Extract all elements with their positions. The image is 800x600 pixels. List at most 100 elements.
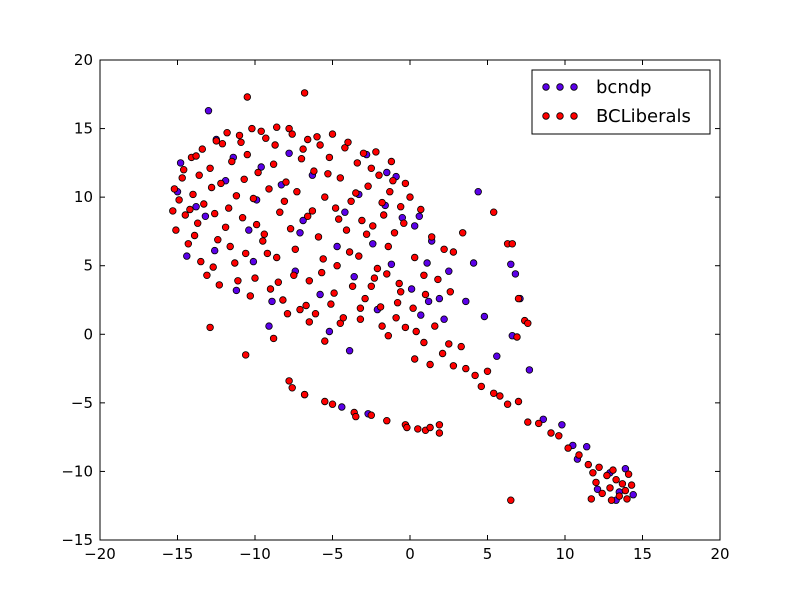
data-point [376,303,385,311]
data-point [393,299,402,307]
x-tick-label: 10 [555,545,574,563]
data-point [243,150,251,159]
data-point [333,242,341,251]
legend-marker [570,112,578,120]
data-point [508,240,516,248]
legend: bcndp BCLiberals [531,69,711,135]
data-point [300,390,309,399]
data-point [615,492,623,500]
data-point [370,274,379,282]
data-point [305,277,313,285]
data-point [356,304,365,312]
data-point [290,271,298,279]
data-point [325,327,334,336]
data-point [424,297,433,306]
data-point [192,152,200,160]
data-point [386,187,394,196]
data-point [224,204,233,212]
data-point [259,237,267,245]
y-tick-label: −10 [61,462,93,480]
data-point [234,277,242,285]
data-point [285,377,293,385]
y-tick-label: −15 [61,531,93,549]
data-point [304,135,312,144]
data-point [375,171,383,179]
data-point [285,149,293,157]
data-point [189,190,197,199]
series-BCLiberals [169,89,636,504]
data-point [269,334,278,343]
data-point [328,400,337,408]
data-point [210,246,219,255]
data-point [316,290,324,299]
data-point [392,314,400,322]
data-point [435,429,444,437]
data-point [440,315,448,323]
data-point [558,421,566,429]
data-point [169,207,177,215]
data-point [524,418,532,426]
data-point [288,384,296,392]
data-point [583,443,591,451]
data-point [210,209,219,218]
data-point [305,318,313,326]
data-point [333,262,341,270]
legend-box [531,69,711,135]
data-point [507,496,515,504]
data-point [411,222,419,230]
data-point [269,160,278,168]
data-point [373,264,382,273]
data-point [387,157,396,166]
data-point [344,138,352,146]
data-point [296,229,304,237]
data-point [417,311,425,319]
data-point [200,200,208,208]
data-point [352,189,360,197]
data-point [249,257,258,266]
data-point [276,208,284,216]
data-point [514,397,523,406]
data-point [535,419,543,428]
x-tick-label: −20 [84,545,116,563]
data-point [207,183,216,192]
data-point [330,289,338,297]
legend-entry-BCLiberals: BCLiberals [542,106,691,127]
data-point [493,352,501,360]
data-point [265,322,273,330]
data-point [288,130,296,138]
data-point [627,481,636,489]
points-layer [169,89,637,504]
data-point [389,176,397,185]
data-point [355,252,363,260]
data-point [445,340,453,348]
y-tick-label: −5 [71,394,93,412]
data-point [273,253,281,262]
data-point [483,367,492,375]
data-point [469,259,478,267]
data-point [190,231,199,240]
data-point [265,185,273,193]
data-point [397,202,405,211]
data-point [440,245,448,253]
data-point [383,168,391,177]
data-point [299,216,307,225]
data-point [203,271,211,279]
legend-label: BCLiberals [596,106,691,127]
data-point [218,139,227,148]
data-point [293,187,301,196]
data-point [471,371,479,380]
x-tick-label: 20 [710,545,729,563]
y-tick-label: 10 [74,188,93,206]
data-point [414,425,422,433]
data-point [251,274,259,282]
data-point [341,144,349,152]
data-point [462,364,470,373]
data-point [426,360,434,369]
data-point [603,471,611,480]
data-point [384,332,392,340]
data-point [245,226,253,234]
legend-marker [570,83,578,91]
data-point [197,257,205,266]
data-point [232,192,241,200]
data-point [411,355,419,363]
